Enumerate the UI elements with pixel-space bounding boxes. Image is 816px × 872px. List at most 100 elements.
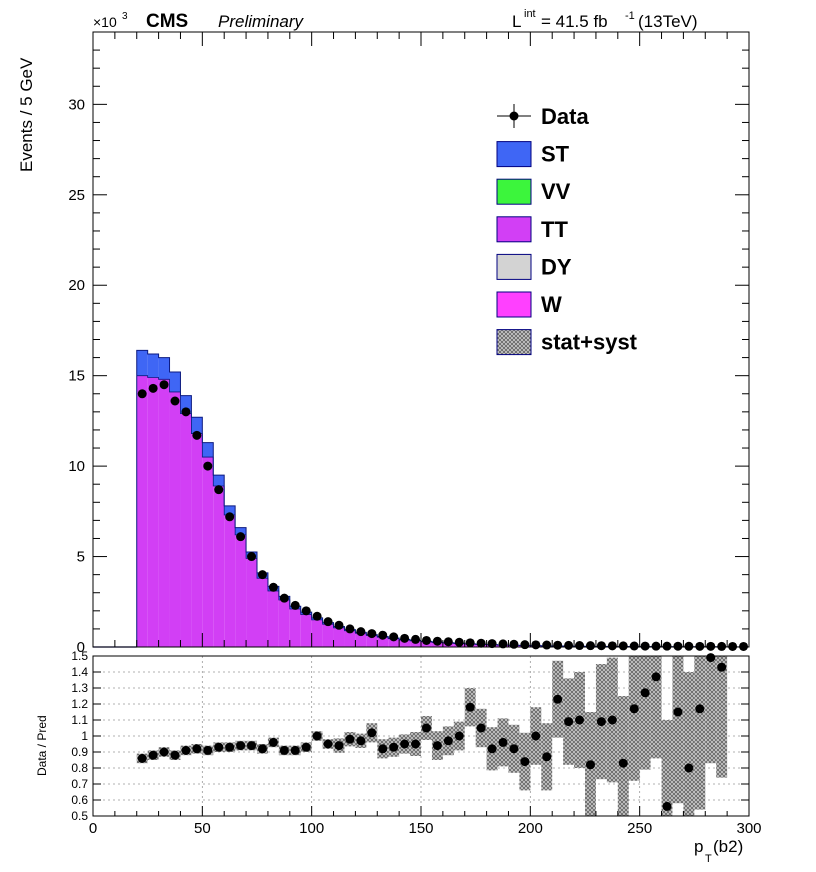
data-point [673, 641, 683, 651]
data-point [629, 641, 639, 651]
hist-bin-tt [322, 624, 334, 647]
hist-bin-st [202, 442, 214, 458]
hist-bin-tt [136, 375, 148, 647]
lumi-value: = 41.5 fb [541, 12, 608, 31]
data-point [367, 629, 377, 639]
ratio-point [312, 731, 322, 741]
hist-bin-tt [289, 609, 301, 647]
ratio-error-band [661, 720, 673, 816]
x-tick-label: 300 [736, 820, 761, 837]
data-point [137, 389, 147, 399]
ratio-point [706, 653, 716, 663]
x-tick-label: 250 [627, 820, 652, 837]
ratio-point [476, 723, 486, 733]
hist-bin-st [158, 357, 170, 380]
ratio-point [596, 717, 606, 727]
data-point [487, 639, 497, 649]
ratio-point [290, 745, 300, 755]
data-point [465, 638, 475, 648]
data-point [268, 582, 278, 592]
data-point [225, 512, 235, 522]
x-tick-label: 150 [408, 820, 433, 837]
data-point [421, 635, 431, 645]
ratio-point [607, 715, 617, 725]
ratio-point [225, 742, 235, 752]
hist-bin-tt [257, 578, 268, 647]
y-axis-label: Events / 5 GeV [17, 57, 36, 172]
hist-bin-st [169, 372, 181, 392]
hist-bin-tt [246, 558, 257, 647]
data-point [454, 637, 464, 647]
ratio-error-band [672, 656, 684, 804]
ratio-point [389, 742, 399, 752]
ratio-point [575, 715, 585, 725]
hist-bin-tt [344, 630, 356, 647]
ratio-point [334, 741, 344, 751]
legend-label: ST [541, 142, 570, 167]
x-tick-label: 100 [299, 820, 324, 837]
ratio-point [411, 739, 421, 749]
hist-bin-tt [158, 379, 170, 647]
ratio-point [148, 750, 158, 760]
data-point [378, 630, 388, 640]
preliminary-label: Preliminary [218, 12, 305, 31]
data-point [203, 461, 213, 471]
y-tick-label: 5 [77, 549, 85, 566]
data-point [432, 636, 442, 646]
data-point [159, 380, 169, 390]
y-tick-label: 0 [77, 639, 85, 656]
x-tick-label: 50 [194, 820, 211, 837]
ratio-point [247, 741, 257, 751]
data-point [170, 396, 180, 406]
hist-bin-st [235, 527, 247, 535]
data-point [290, 600, 300, 610]
y-tick-label: 30 [68, 96, 85, 113]
data-point [411, 634, 421, 644]
legend-label: W [541, 292, 562, 317]
legend-marker-data [509, 111, 519, 121]
y-tick-label: 20 [68, 277, 85, 294]
legend-label: DY [541, 254, 572, 279]
x-axis-label: p [694, 837, 703, 856]
ratio-point [236, 741, 246, 751]
legend-label: Data [541, 104, 589, 129]
lumi-unit-super: -1 [625, 10, 635, 22]
cms-label: CMS [146, 11, 188, 32]
data-point [575, 641, 585, 651]
hist-bin-st [136, 350, 148, 376]
data-point [640, 641, 650, 651]
data-point [520, 640, 530, 650]
ratio-y-tick-label: 1.1 [71, 713, 88, 727]
hist-bin-tt [213, 486, 225, 647]
ratio-point [640, 688, 650, 698]
ratio-error-band [683, 672, 695, 816]
data-point [739, 641, 749, 651]
hist-bin-tt [311, 619, 323, 647]
legend-swatch-w [496, 291, 532, 318]
ratio-y-tick-label: 0.8 [71, 761, 88, 775]
ratio-point [553, 694, 563, 704]
ratio-point [181, 745, 191, 755]
y-tick-label: 15 [68, 368, 85, 385]
hist-bin-tt [235, 534, 247, 647]
data-point [334, 620, 344, 630]
hist-bin-tt [300, 614, 312, 647]
data-point [607, 641, 617, 651]
hist-bin-tt [377, 637, 389, 647]
ratio-point [345, 734, 355, 744]
ratio-y-tick-label: 1.2 [71, 697, 88, 711]
data-point [728, 641, 738, 651]
hist-bin-tt [278, 599, 290, 647]
data-point [323, 617, 333, 627]
hist-bin-st [180, 395, 192, 414]
ratio-point [629, 704, 639, 714]
hist-bin-tt [366, 635, 378, 647]
ratio-error-band [694, 656, 706, 810]
data-point [476, 638, 486, 648]
data-point [695, 641, 705, 651]
ratio-error-band [617, 696, 629, 816]
ratio-point [279, 745, 289, 755]
ratio-point [454, 731, 464, 741]
ratio-y-tick-label: 0.7 [71, 777, 88, 791]
